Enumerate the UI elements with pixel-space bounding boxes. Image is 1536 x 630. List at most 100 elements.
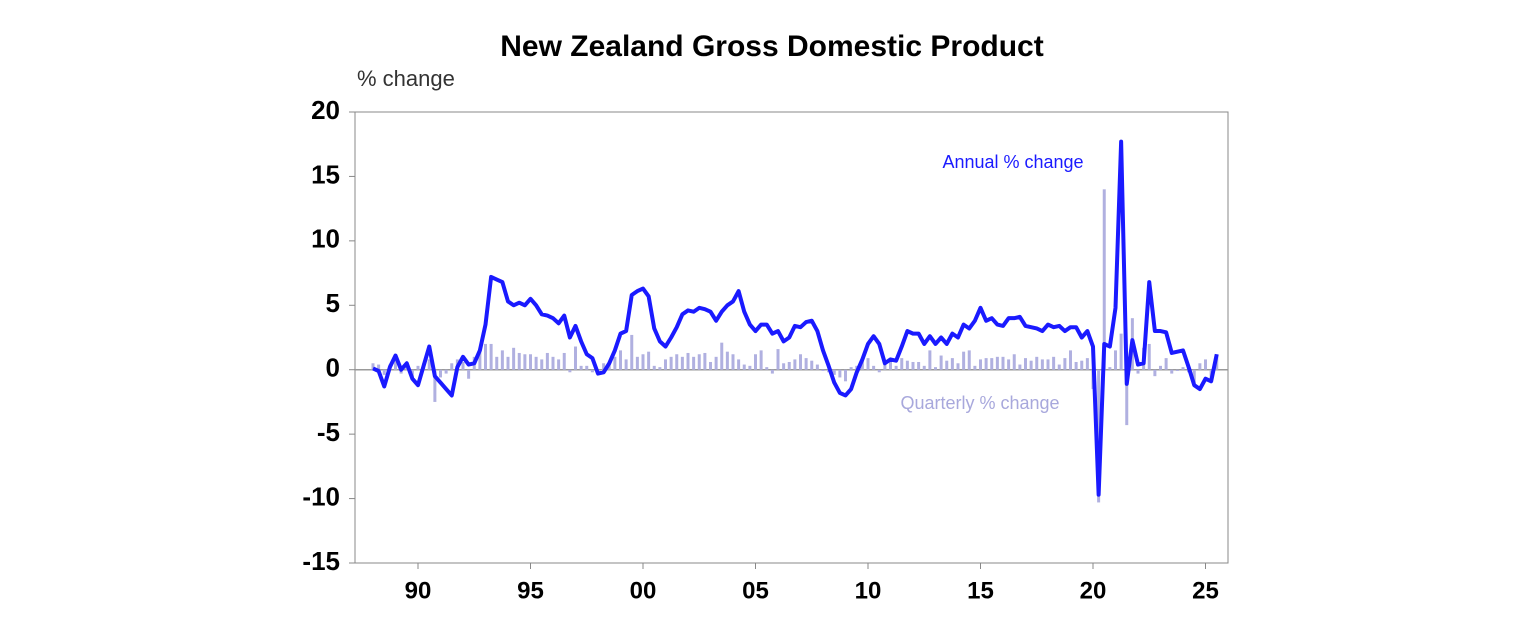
bar: [669, 356, 673, 370]
annotation: Annual % change: [942, 152, 1083, 172]
bar: [1052, 356, 1056, 370]
bar: [439, 369, 442, 378]
bar: [917, 361, 921, 370]
bar: [714, 356, 718, 370]
bar: [590, 369, 594, 373]
bar: [984, 358, 988, 370]
bar: [1012, 354, 1016, 370]
bar: [686, 352, 690, 370]
bar: [995, 356, 999, 370]
bar: [624, 359, 628, 370]
bar: [1069, 350, 1072, 370]
bar: [821, 369, 825, 372]
bar: [754, 354, 757, 370]
bar: [990, 358, 994, 370]
bar: [523, 354, 527, 370]
bar: [1114, 350, 1117, 370]
bar: [444, 369, 448, 374]
bar: [844, 369, 847, 382]
bar: [1040, 359, 1044, 370]
x-tick-label: 05: [742, 577, 769, 604]
x-tick-label: 10: [855, 577, 882, 604]
bar: [692, 356, 696, 370]
bar: [630, 334, 634, 370]
bar: [517, 352, 521, 370]
bar: [703, 352, 707, 370]
y-tick-label: 10: [311, 224, 340, 254]
y-tick-label: -5: [317, 417, 340, 447]
bar: [635, 356, 639, 370]
bar: [562, 352, 566, 370]
bar: [545, 352, 549, 370]
bar: [484, 343, 487, 370]
bar: [1001, 356, 1005, 370]
bar: [815, 364, 819, 370]
bar: [956, 363, 960, 370]
bar: [697, 354, 701, 370]
bar: [866, 358, 870, 370]
plot-frame: [354, 111, 1229, 564]
bar: [1046, 359, 1050, 370]
bar: [495, 356, 499, 370]
bar: [737, 359, 741, 370]
bar: [680, 356, 684, 370]
bar: [467, 369, 471, 379]
bar: [585, 365, 589, 370]
bar: [748, 365, 752, 370]
bar: [371, 363, 375, 370]
chart-title: New Zealand Gross Domestic Product: [500, 30, 1043, 63]
bar: [1007, 359, 1011, 370]
bar: [804, 358, 808, 370]
bar: [664, 359, 667, 370]
bar: [427, 359, 431, 370]
bar: [838, 369, 842, 378]
bar: [950, 358, 954, 370]
y-tick-label: 0: [326, 353, 340, 383]
x-tick-label: 95: [517, 577, 544, 604]
x-tick-label: 15: [967, 577, 994, 604]
bar: [1097, 369, 1101, 503]
bar: [540, 359, 544, 370]
bar: [877, 369, 881, 373]
bar: [776, 349, 780, 370]
bar: [849, 367, 853, 370]
bar: [1204, 359, 1207, 370]
bar: [1136, 369, 1140, 374]
bar: [883, 363, 887, 370]
bar: [1147, 343, 1151, 370]
bar: [759, 350, 763, 370]
bar: [911, 361, 915, 370]
bar: [1057, 364, 1061, 370]
y-tick-label: 20: [311, 95, 340, 125]
bar: [799, 354, 802, 370]
bar: [652, 365, 656, 370]
bar: [894, 365, 898, 370]
y-tick-label: -15: [302, 546, 340, 576]
bar: [900, 358, 904, 370]
bar: [394, 356, 397, 370]
bar: [1181, 367, 1185, 370]
bar: [731, 354, 735, 370]
bar: [574, 346, 577, 370]
bar: [512, 347, 516, 370]
bar: [461, 361, 465, 370]
bar: [534, 356, 538, 370]
bar: [934, 367, 937, 370]
bar: [782, 363, 786, 370]
bar: [619, 350, 622, 370]
bar: [939, 355, 943, 370]
bar: [1159, 365, 1162, 370]
bar: [860, 359, 864, 370]
bar: [1198, 363, 1202, 370]
bar: [602, 363, 606, 370]
bar: [433, 369, 437, 402]
y-tick-label: -10: [302, 481, 340, 511]
bar: [1153, 369, 1157, 377]
y-tick-label: 15: [311, 159, 340, 189]
bar: [1080, 360, 1084, 370]
bar: [416, 365, 420, 370]
bar: [500, 350, 504, 370]
x-tick-label: 90: [405, 577, 432, 604]
bar: [922, 365, 926, 370]
